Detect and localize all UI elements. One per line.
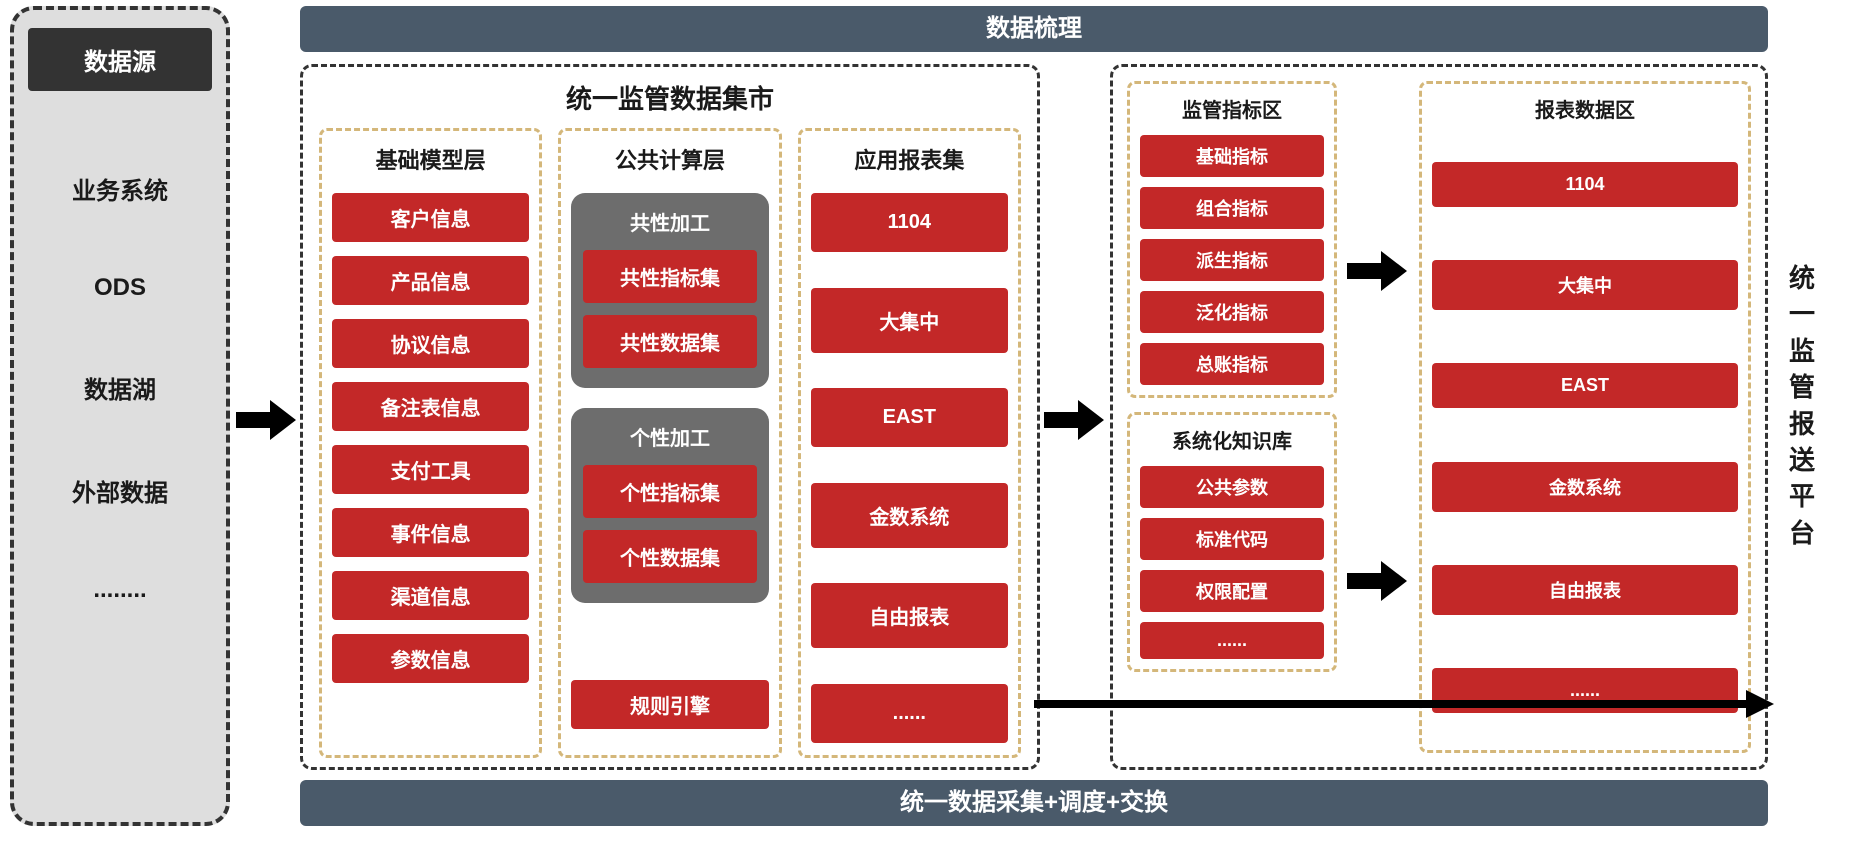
group2-item: 个性数据集 <box>583 530 756 583</box>
vertical-title: 统一监管报送平台 <box>1782 260 1822 551</box>
report-data-item: 金数系统 <box>1432 462 1738 512</box>
vertical-title-text: 统一监管报送平台 <box>1789 263 1815 548</box>
report-item: 金数系统 <box>811 483 1008 548</box>
col-base-model: 基础模型层 客户信息 产品信息 协议信息 备注表信息 支付工具 事件信息 渠道信… <box>319 128 542 758</box>
group1-item: 共性数据集 <box>583 315 756 368</box>
indicator-item: 组合指标 <box>1140 187 1324 229</box>
indicator-item: 总账指标 <box>1140 343 1324 385</box>
common-process-group: 共性加工 共性指标集 共性数据集 <box>571 193 768 388</box>
arrow-icon <box>1347 251 1407 291</box>
arrow-icon <box>1044 400 1104 440</box>
base-item: 参数信息 <box>332 634 529 683</box>
group2-item: 个性指标集 <box>583 465 756 518</box>
report-data-panel: 报表数据区 1104 大集中 EAST 金数系统 自由报表 ...... <box>1419 81 1751 753</box>
report-data-item: 1104 <box>1432 162 1738 207</box>
report-item: 自由报表 <box>811 583 1008 648</box>
sub2-title: 系统化知识库 <box>1140 425 1324 454</box>
base-item: 客户信息 <box>332 193 529 242</box>
col-compute: 公共计算层 共性加工 共性指标集 共性数据集 个性加工 个性指标集 个性数据集 … <box>558 128 781 758</box>
kb-item: 标准代码 <box>1140 518 1324 560</box>
report-item: 大集中 <box>811 288 1008 353</box>
main-title: 统一监管数据集市 <box>319 79 1021 116</box>
arrow-icon <box>1347 561 1407 601</box>
main-panel: 统一监管数据集市 基础模型层 客户信息 产品信息 协议信息 备注表信息 支付工具… <box>300 64 1040 770</box>
base-item: 渠道信息 <box>332 571 529 620</box>
knowledge-panel: 系统化知识库 公共参数 标准代码 权限配置 ...... <box>1127 412 1337 672</box>
report-data-item: 大集中 <box>1432 260 1738 310</box>
report-data-item: EAST <box>1432 363 1738 408</box>
group2-title: 个性加工 <box>583 422 756 451</box>
source-item: 数据湖 <box>28 350 212 425</box>
data-source-title: 数据源 <box>28 28 212 91</box>
col1-title: 基础模型层 <box>332 143 529 175</box>
indicator-item: 基础指标 <box>1140 135 1324 177</box>
sub1-title: 监管指标区 <box>1140 94 1324 123</box>
source-item: 业务系统 <box>28 151 212 226</box>
kb-item: 权限配置 <box>1140 570 1324 612</box>
col2-title: 公共计算层 <box>571 143 768 175</box>
data-source-panel: 数据源 业务系统 ODS 数据湖 外部数据 ........ <box>10 6 230 826</box>
col-report: 应用报表集 1104 大集中 EAST 金数系统 自由报表 ...... <box>798 128 1021 758</box>
right-panel: 监管指标区 基础指标 组合指标 派生指标 泛化指标 总账指标 系统化知识库 公共… <box>1110 64 1768 770</box>
sub3-title: 报表数据区 <box>1432 94 1738 123</box>
base-item: 事件信息 <box>332 508 529 557</box>
long-arrow-icon <box>1034 690 1774 718</box>
report-item: ...... <box>811 684 1008 743</box>
group1-title: 共性加工 <box>583 207 756 236</box>
top-bar: 数据梳理 <box>300 6 1768 52</box>
report-data-item: 自由报表 <box>1432 565 1738 615</box>
base-item: 产品信息 <box>332 256 529 305</box>
group1-item: 共性指标集 <box>583 250 756 303</box>
report-item: EAST <box>811 388 1008 447</box>
col3-title: 应用报表集 <box>811 143 1008 175</box>
rule-engine: 规则引擎 <box>571 680 768 729</box>
base-item: 支付工具 <box>332 445 529 494</box>
indicator-panel: 监管指标区 基础指标 组合指标 派生指标 泛化指标 总账指标 <box>1127 81 1337 398</box>
arrow-icon <box>236 400 296 440</box>
source-item: 外部数据 <box>28 453 212 528</box>
report-item: 1104 <box>811 193 1008 252</box>
custom-process-group: 个性加工 个性指标集 个性数据集 <box>571 408 768 603</box>
source-item: ODS <box>28 254 212 322</box>
kb-item: ...... <box>1140 622 1324 659</box>
kb-item: 公共参数 <box>1140 466 1324 508</box>
base-item: 协议信息 <box>332 319 529 368</box>
indicator-item: 泛化指标 <box>1140 291 1324 333</box>
source-item: ........ <box>28 556 212 624</box>
bottom-bar: 统一数据采集+调度+交换 <box>300 780 1768 826</box>
indicator-item: 派生指标 <box>1140 239 1324 281</box>
base-item: 备注表信息 <box>332 382 529 431</box>
